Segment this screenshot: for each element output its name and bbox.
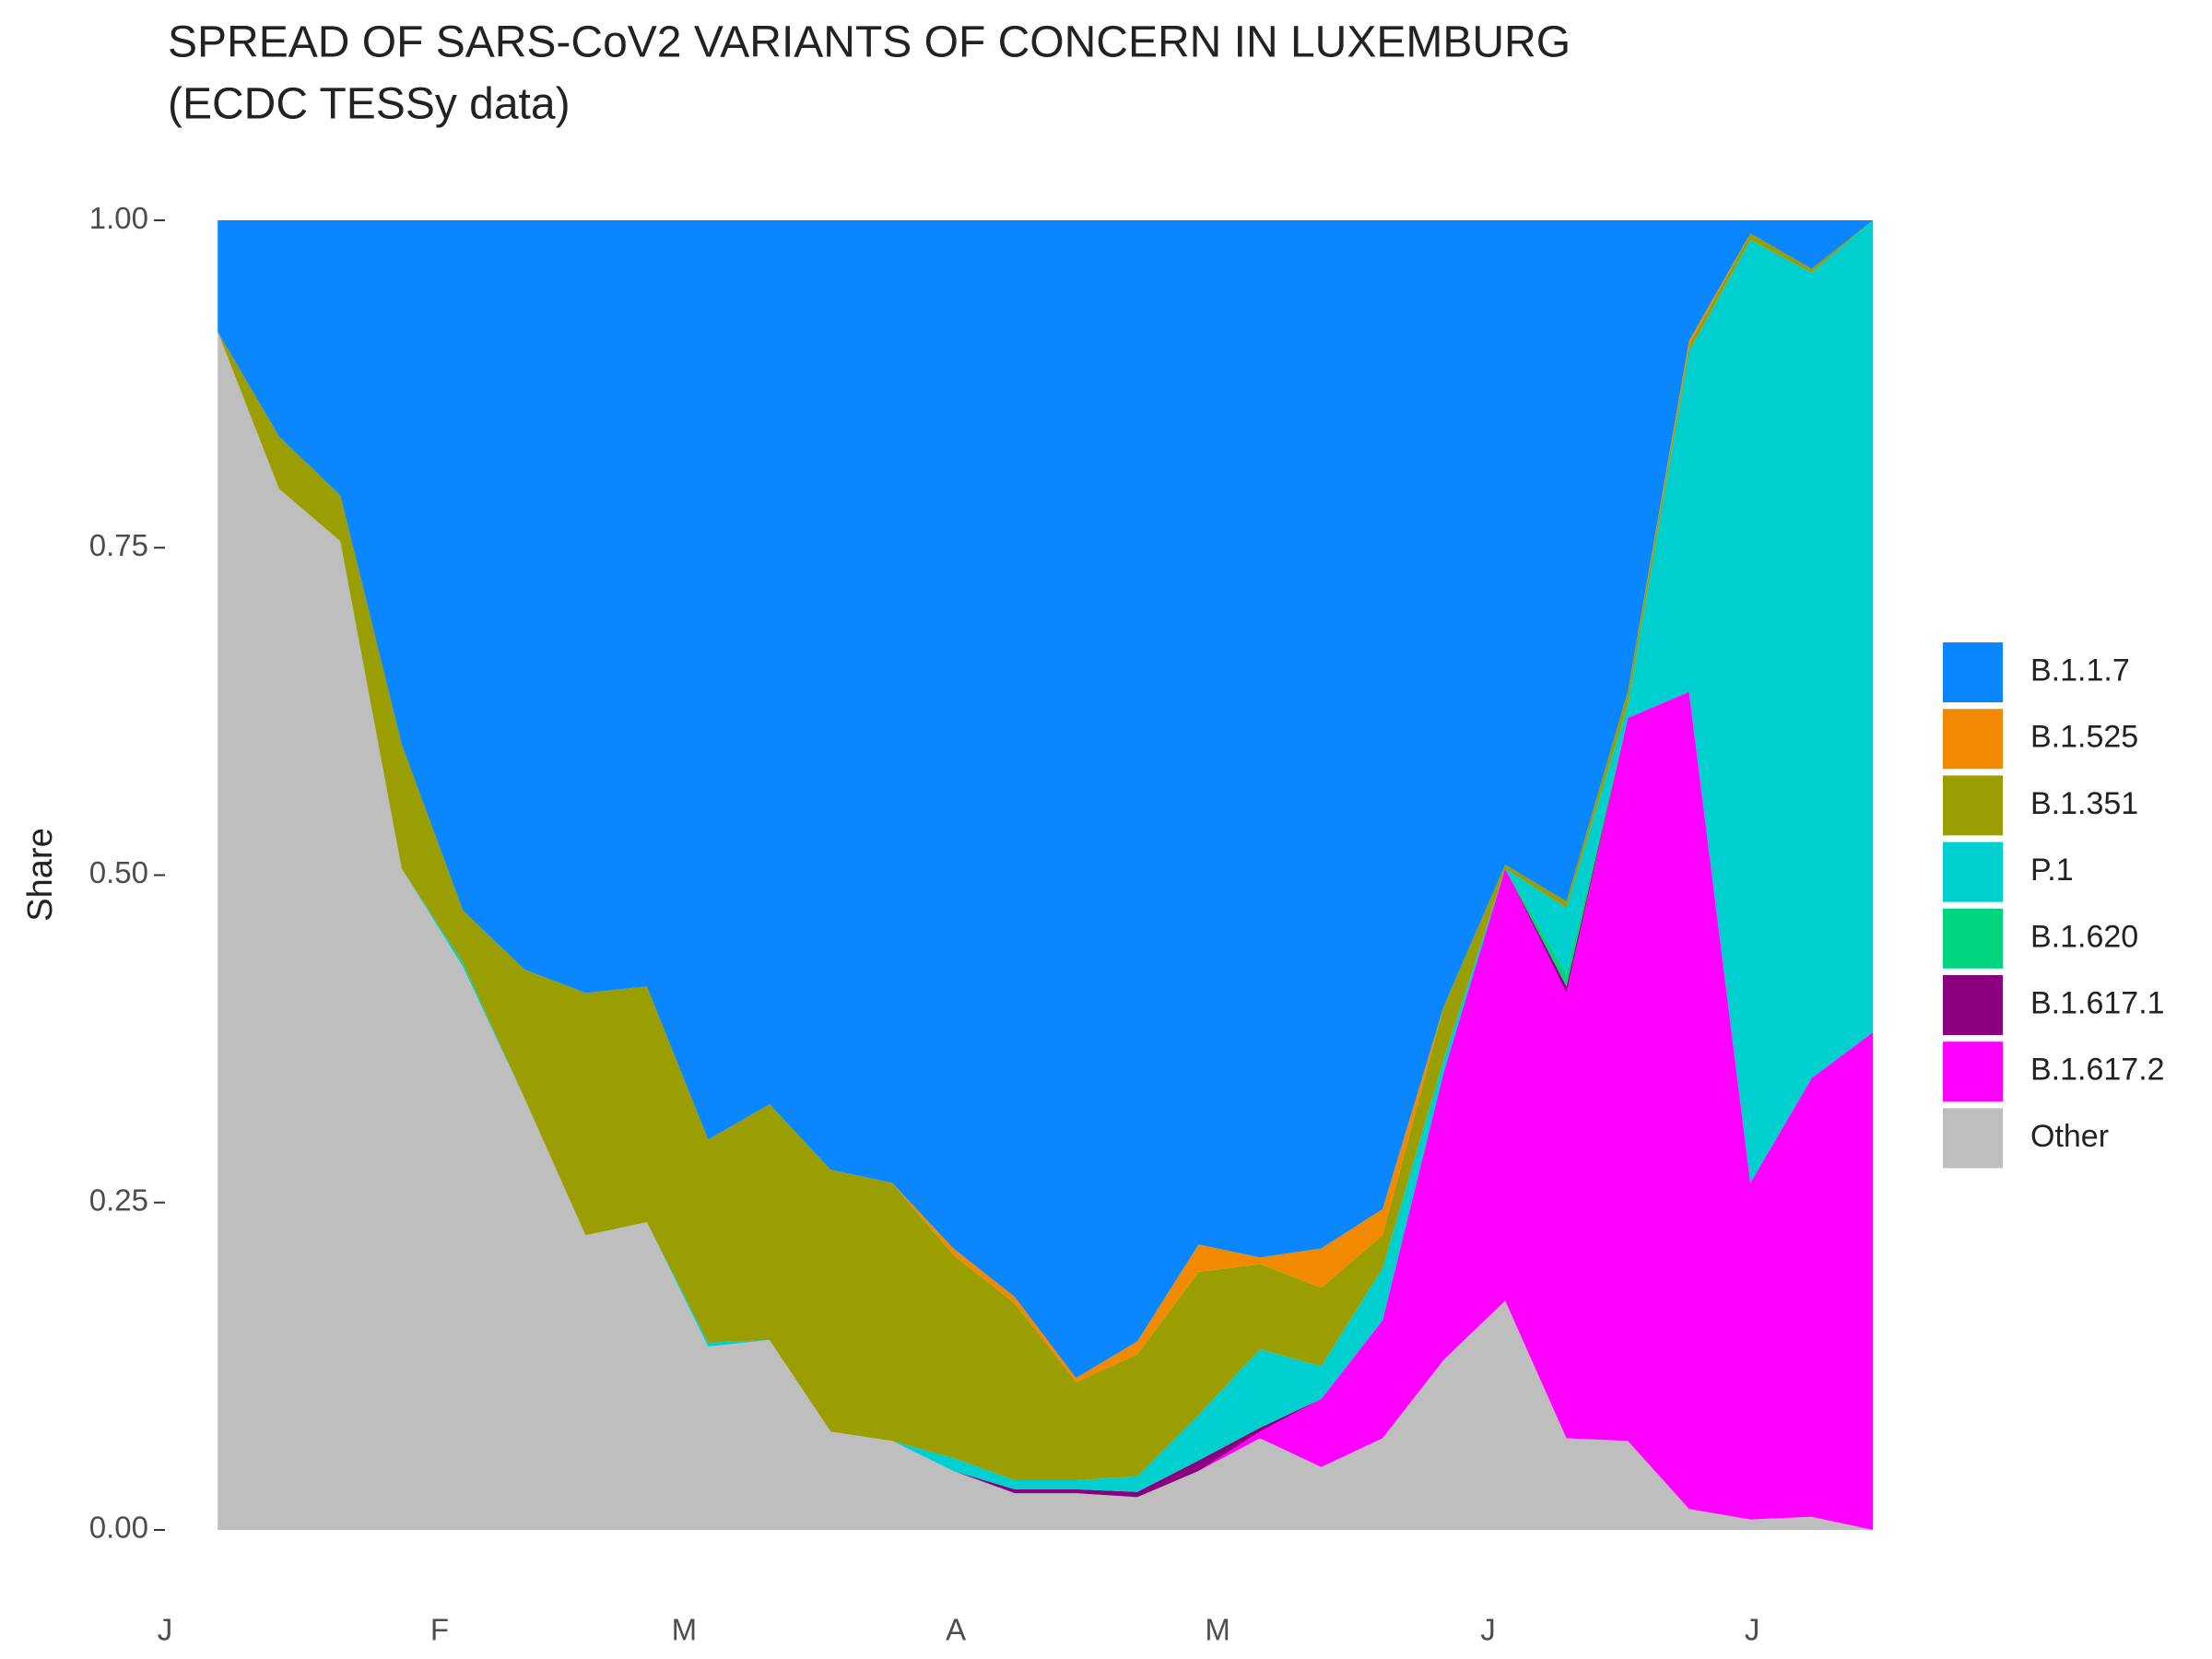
x-tick-label: J: [1745, 1613, 1760, 1647]
y-tick-label: 1.00: [89, 201, 148, 235]
legend-key: [1943, 642, 2003, 702]
x-tick-label: A: [946, 1613, 966, 1647]
y-tick-label: 0.75: [89, 528, 148, 562]
legend-label: Other: [2030, 1119, 2109, 1154]
legend-label: B.1.351: [2030, 786, 2138, 821]
legend-label: B.1.525: [2030, 720, 2138, 755]
legend-key: [1943, 709, 2003, 770]
legend-key: [1943, 775, 2003, 836]
legend-label: B.1.620: [2030, 919, 2138, 954]
y-tick-label: 0.25: [89, 1182, 148, 1217]
chart-title: SPREAD OF SARS-CoV2 VARIANTS OF CONCERN …: [168, 18, 1571, 67]
area: [218, 220, 1874, 1480]
legend-key: [1943, 841, 2003, 902]
legend-key: [1943, 1041, 2003, 1102]
chart-subtitle: (ECDC TESSy data): [168, 80, 571, 129]
legend-label: P.1: [2030, 853, 2074, 888]
legend-label: B.1.617.2: [2030, 1053, 2165, 1088]
legend-label: B.1.1.7: [2030, 653, 2130, 688]
legend-key: [1943, 908, 2003, 969]
y-axis-title: Share: [21, 828, 60, 921]
y-tick-label: 0.00: [89, 1511, 148, 1545]
x-tick-label: M: [1205, 1613, 1230, 1647]
area: [218, 220, 1874, 1379]
x-tick-label: F: [430, 1613, 449, 1647]
x-tick-label: J: [1480, 1613, 1496, 1647]
legend-key: [1943, 975, 2003, 1035]
area: [218, 220, 1874, 1492]
y-tick-label: 0.50: [89, 855, 148, 889]
area: [218, 331, 1874, 1530]
area: [218, 331, 1874, 1530]
legend-key: [1943, 1108, 2003, 1169]
x-tick-label: M: [672, 1613, 698, 1647]
legend-label: B.1.617.1: [2030, 985, 2165, 1020]
x-tick-label: J: [158, 1613, 173, 1647]
